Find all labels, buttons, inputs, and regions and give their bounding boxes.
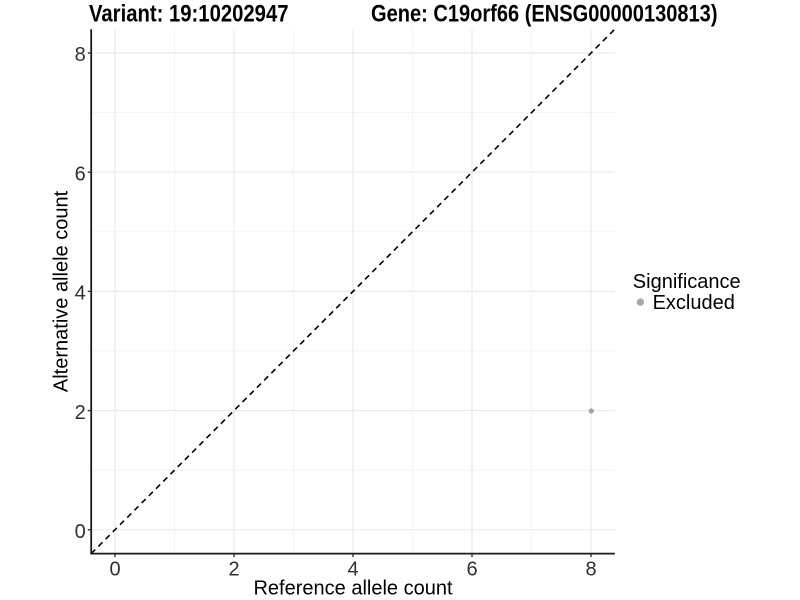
svg-text:2: 2	[228, 558, 239, 580]
svg-text:0: 0	[109, 558, 120, 580]
svg-text:4: 4	[75, 283, 86, 305]
svg-text:8: 8	[585, 558, 596, 580]
svg-text:Significance: Significance	[633, 271, 741, 293]
svg-text:4: 4	[347, 558, 358, 580]
svg-text:6: 6	[75, 163, 86, 185]
svg-text:6: 6	[466, 558, 477, 580]
svg-text:8: 8	[75, 44, 86, 66]
svg-text:Gene: C19orf66 (ENSG0000013081: Gene: C19orf66 (ENSG00000130813)	[371, 1, 718, 28]
svg-text:2: 2	[75, 402, 86, 424]
svg-text:Alternative allele count: Alternative allele count	[51, 190, 73, 392]
svg-text:Reference allele count: Reference allele count	[253, 578, 452, 600]
svg-text:Excluded: Excluded	[653, 292, 735, 314]
svg-text:Variant: 19:10202947: Variant: 19:10202947	[89, 1, 289, 28]
svg-text:0: 0	[75, 521, 86, 543]
